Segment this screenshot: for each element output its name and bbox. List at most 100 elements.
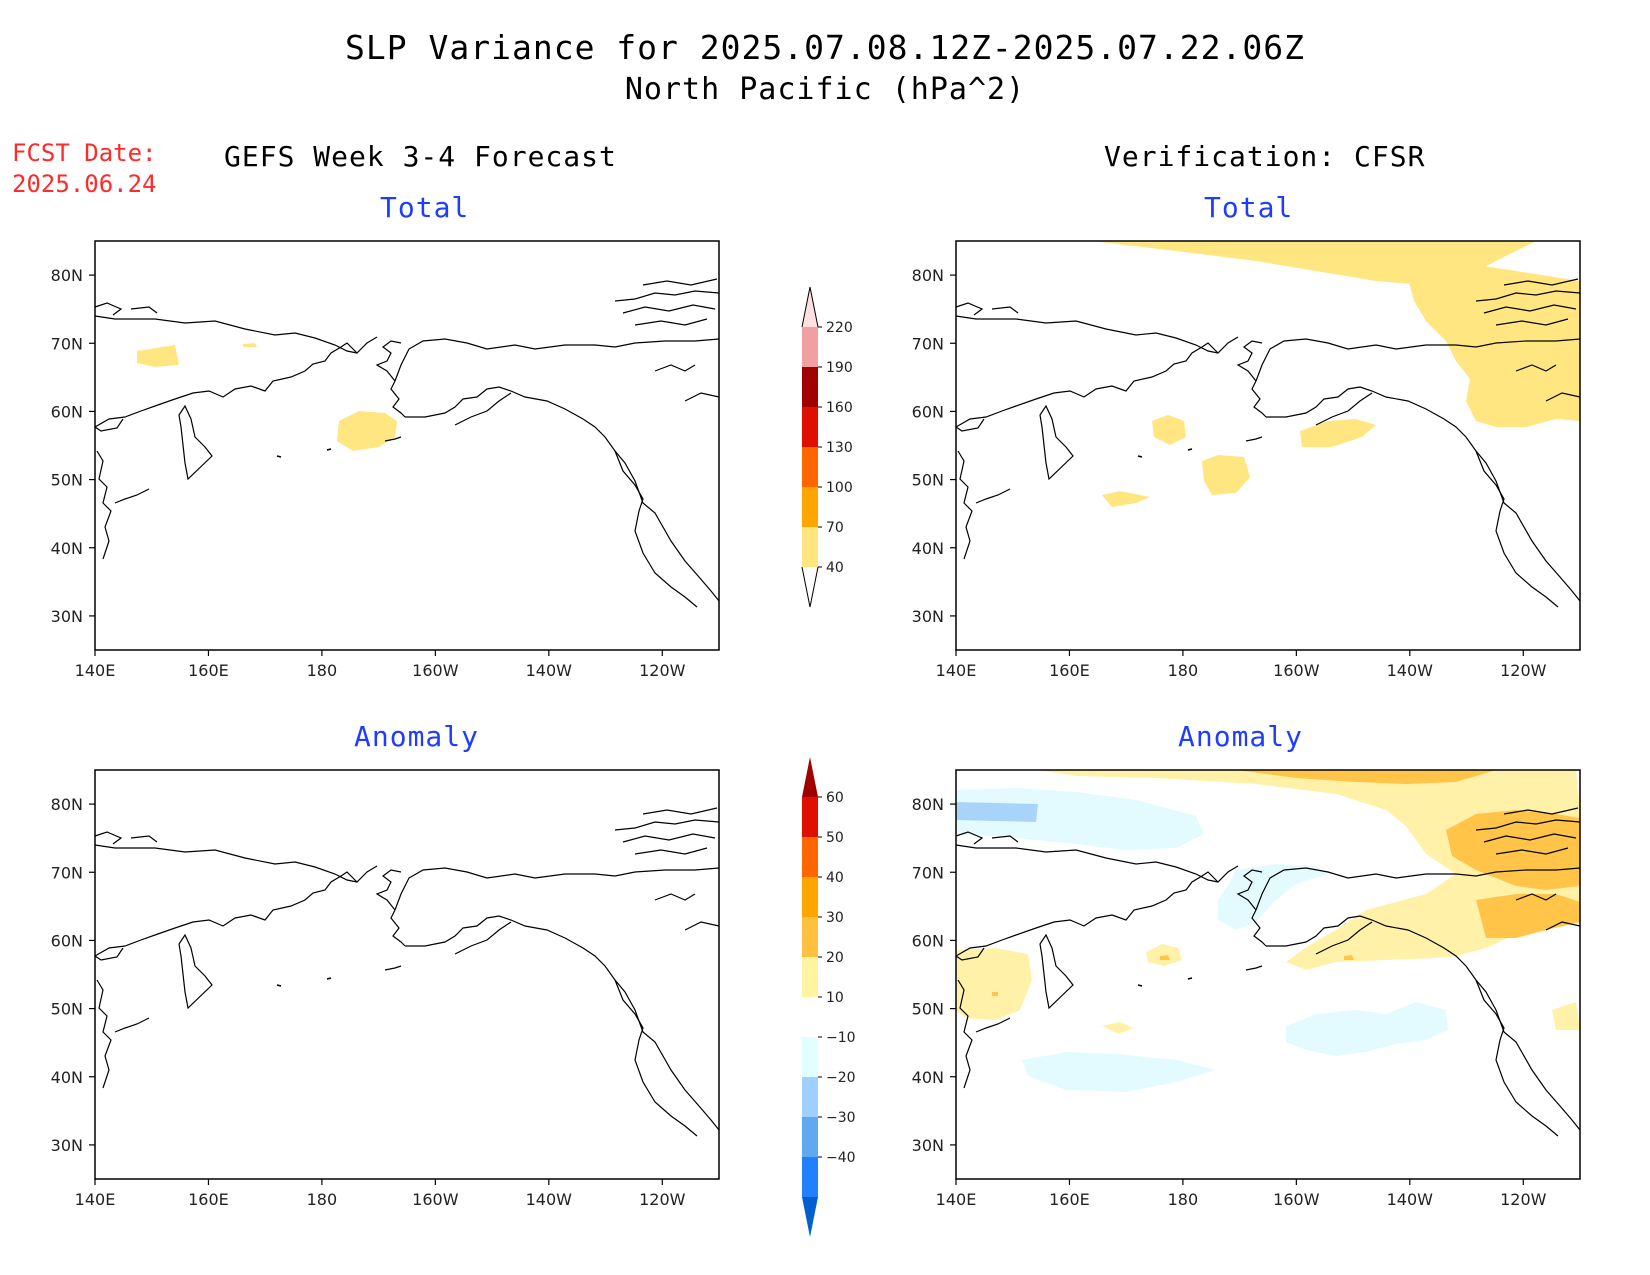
contour-fill	[1146, 944, 1182, 966]
colorbar-anomaly-label: −10	[826, 1030, 856, 1046]
column-heading-forecast: GEFS Week 3-4 Forecast	[224, 140, 617, 173]
lat-tick-label: 80N	[912, 795, 944, 814]
contour-fill	[1552, 1002, 1580, 1030]
colorbar-anomaly-label: −40	[826, 1150, 856, 1166]
contour-fill	[1218, 864, 1328, 930]
contour-fill	[1236, 770, 1496, 784]
colorbar-anomaly-label: 60	[826, 790, 844, 806]
colorbar-total-label: 190	[826, 360, 853, 376]
lat-tick-label: 70N	[51, 334, 83, 353]
contour-fill	[1344, 955, 1354, 960]
lon-tick-label: 160E	[188, 1190, 229, 1209]
lon-tick-label: 120W	[1500, 1190, 1547, 1209]
contour-fill	[1476, 894, 1580, 938]
panel-label-forecast-total: Total	[380, 191, 470, 224]
colorbar-anomaly-segment	[802, 1077, 818, 1117]
lon-tick-label: 180	[307, 661, 338, 680]
lat-tick-label: 70N	[912, 863, 944, 882]
colorbar-total-segment	[802, 487, 818, 527]
colorbar-total-segment	[802, 367, 818, 407]
panel-forecast-anomaly-bg	[95, 770, 719, 1179]
lat-tick-label: 30N	[912, 1136, 944, 1155]
panel-frame	[955, 240, 1581, 651]
lon-tick-label: 140E	[75, 661, 116, 680]
lat-tick-label: 50N	[51, 471, 83, 490]
colorbar-anomaly-label: 40	[826, 870, 844, 886]
lon-tick-label: 160W	[412, 1190, 459, 1209]
lat-tick-label: 50N	[51, 1000, 83, 1019]
lat-tick-label: 80N	[51, 266, 83, 285]
lat-tick-label: 60N	[912, 931, 944, 950]
lon-tick-label: 120W	[639, 1190, 686, 1209]
lon-tick-label: 140W	[1387, 1190, 1434, 1209]
colorbar-anomaly-label: −20	[826, 1070, 856, 1086]
contour-fill	[1022, 1052, 1216, 1092]
colorbar-total-label: 40	[826, 560, 844, 576]
colorbar-anomaly-tail-bottom	[802, 1197, 818, 1237]
lat-tick-label: 30N	[51, 1136, 83, 1155]
lon-tick-label: 140W	[526, 1190, 573, 1209]
panel-verification-total: 80N 70N 60N 50N 40N 30N 140E 160E 180 160W 140W 120…	[912, 240, 1581, 680]
panel-frame	[94, 240, 720, 651]
panel-forecast-total-axes: 80N 70N 60N 50N 40N 30N 140E 160E 180 160W 140W 120…	[51, 266, 686, 680]
fcst-date-block: FCST Date: 2025.06.24	[12, 138, 157, 200]
colorbar-total-label: 70	[826, 520, 844, 536]
panel-forecast-anomaly: 80N 70N 60N 50N 40N 30N 140E 160E 180 160W 140W 120…	[51, 769, 720, 1209]
colorbar-total-label: 100	[826, 480, 853, 496]
lon-tick-label: 160E	[1049, 661, 1090, 680]
colorbar-anomaly-label: 30	[826, 910, 844, 926]
contour-fill	[1152, 415, 1186, 445]
lon-tick-label: 160W	[412, 661, 459, 680]
colorbar-anomaly-segment	[802, 797, 818, 837]
colorbar-anomaly-segment	[802, 1117, 818, 1157]
lat-tick-label: 40N	[51, 1068, 83, 1087]
panel-verification-total-field	[955, 241, 1581, 608]
colorbar-anomaly-segment	[802, 1037, 818, 1077]
contour-fill	[1036, 770, 1580, 970]
colorbar-anomaly-segment	[802, 877, 818, 917]
contour-fill	[243, 343, 257, 347]
contour-fill	[956, 788, 1204, 850]
lat-tick-label: 40N	[912, 1068, 944, 1087]
column-heading-verification: Verification: CFSR	[1104, 140, 1426, 173]
colorbar-anomaly-segment	[802, 1157, 818, 1197]
lat-tick-label: 30N	[51, 607, 83, 626]
colorbar-anomaly-label: −30	[826, 1110, 856, 1126]
contour-fill	[992, 992, 998, 996]
panel-verification-anomaly: 80N 70N 60N 50N 40N 30N 140E 160E 180 160W 140W 120…	[912, 769, 1581, 1209]
colorbar-anomaly-label: 50	[826, 830, 844, 846]
contour-fill	[1286, 1002, 1448, 1056]
panel-forecast-anomaly-axes: 80N 70N 60N 50N 40N 30N 140E 160E 180 160W 140W 120…	[51, 795, 686, 1209]
main-title: SLP Variance for 2025.07.08.12Z-2025.07.…	[345, 28, 1305, 67]
contour-fill	[1102, 491, 1150, 507]
lat-tick-label: 70N	[912, 334, 944, 353]
colorbar-anomaly-label: 10	[826, 990, 844, 1006]
lon-tick-label: 160W	[1273, 661, 1320, 680]
lon-tick-label: 140W	[1387, 661, 1434, 680]
colorbar-anomaly-segment	[802, 917, 818, 957]
fcst-date-label: FCST Date:	[12, 139, 157, 167]
lon-tick-label: 140E	[936, 661, 977, 680]
lat-tick-label: 60N	[912, 402, 944, 421]
lon-tick-label: 160E	[188, 661, 229, 680]
lon-tick-label: 180	[1168, 661, 1199, 680]
panel-verification-total-axes: 80N 70N 60N 50N 40N 30N 140E 160E 180 160W 140W 120…	[912, 266, 1547, 680]
lat-tick-label: 50N	[912, 471, 944, 490]
colorbar-anomaly-label: 20	[826, 950, 844, 966]
lat-tick-label: 40N	[912, 539, 944, 558]
colorbar-total-segment	[802, 407, 818, 447]
lat-tick-label: 30N	[912, 607, 944, 626]
panel-label-verification-total: Total	[1204, 191, 1294, 224]
lat-tick-label: 50N	[912, 1000, 944, 1019]
lat-tick-label: 60N	[51, 931, 83, 950]
colorbar-anomaly: 60 50 40 30 20 10 −10 −20 −30 −40	[802, 757, 856, 1237]
colorbar-total-label: 130	[826, 440, 853, 456]
lon-tick-label: 180	[307, 1190, 338, 1209]
contour-fill	[956, 802, 1038, 822]
contour-fill	[1102, 1022, 1134, 1034]
colorbar-total-segment	[802, 447, 818, 487]
colorbar-anomaly-tail-top	[802, 757, 818, 797]
colorbar-total-label: 160	[826, 400, 853, 416]
lon-tick-label: 120W	[639, 661, 686, 680]
colorbar-total: 40 70 100 130 160 190 220	[801, 286, 853, 608]
